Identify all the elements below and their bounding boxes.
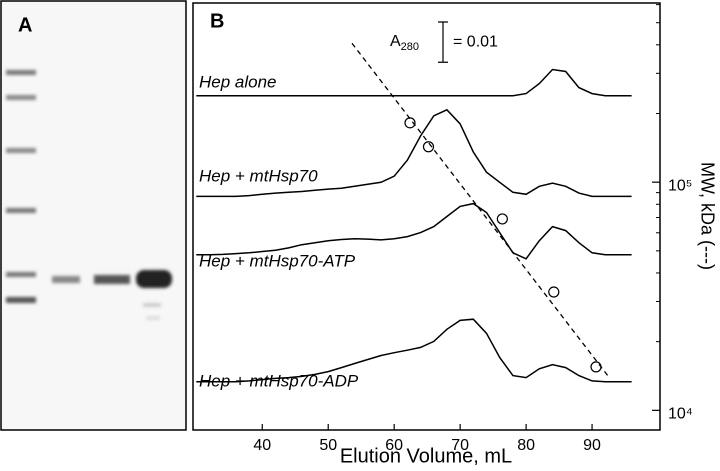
trace-label: Hep alone: [199, 72, 277, 91]
gel-bands: [6, 70, 172, 320]
mw-marker: [548, 286, 560, 298]
panel-label: A: [18, 14, 32, 36]
x-tick-label: 70: [451, 437, 469, 454]
scale-value-label: = 0.01: [453, 33, 498, 50]
trace-label: Hep + mtHsp70-ADP: [199, 371, 359, 390]
scale-bar: [438, 21, 448, 63]
trace: [196, 318, 632, 383]
plot-frame: [192, 2, 661, 431]
x-axis-label: Elution Volume, mL: [340, 445, 512, 467]
mw-marker: [422, 141, 435, 153]
mw-marker: [590, 361, 602, 373]
y2-axis-label: MW, kDa (---): [697, 162, 717, 270]
x-tick-label: 60: [385, 437, 403, 454]
trace-label: Hep + mtHsp70: [199, 166, 318, 185]
x-tick-label: 50: [319, 437, 337, 454]
y2-tick-label: 10⁴: [668, 406, 693, 423]
trace-label: Hep + mtHsp70-ATP: [199, 251, 356, 270]
scale-bar-label: A280: [390, 33, 419, 53]
trace: [196, 108, 632, 198]
panel-label: B: [210, 10, 224, 32]
fit-line: [351, 42, 611, 379]
y2-tick-label: 10⁵: [668, 177, 692, 194]
gel-frame: [0, 0, 187, 431]
x-tick-label: 80: [517, 437, 535, 454]
scale-label-main: A: [390, 33, 401, 50]
trace: [196, 68, 632, 97]
panel-a: A: [0, 0, 187, 431]
x-tick-label: 40: [253, 437, 271, 454]
mw-marker: [496, 213, 508, 225]
scale-label-sub: 280: [401, 41, 419, 53]
trace: [196, 202, 632, 260]
x-tick-label: 90: [583, 437, 601, 454]
